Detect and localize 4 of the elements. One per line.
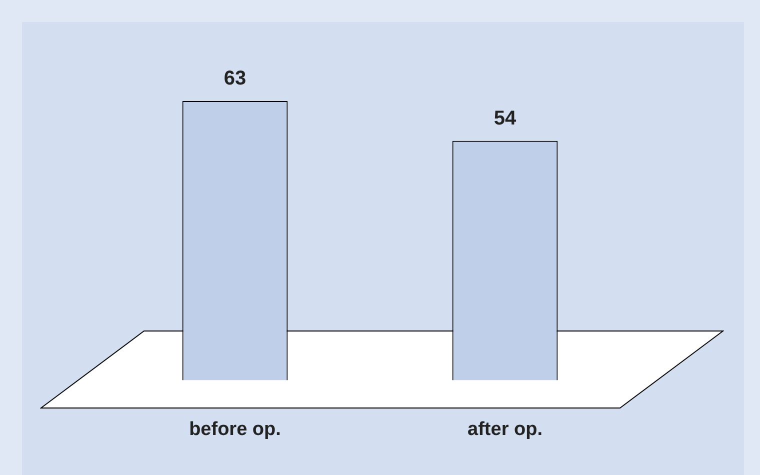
x-tick-label: before op. <box>189 418 281 440</box>
data-label: 54 <box>494 107 517 130</box>
data-label: 63 <box>224 68 246 90</box>
x-tick-label: after op. <box>468 418 542 440</box>
